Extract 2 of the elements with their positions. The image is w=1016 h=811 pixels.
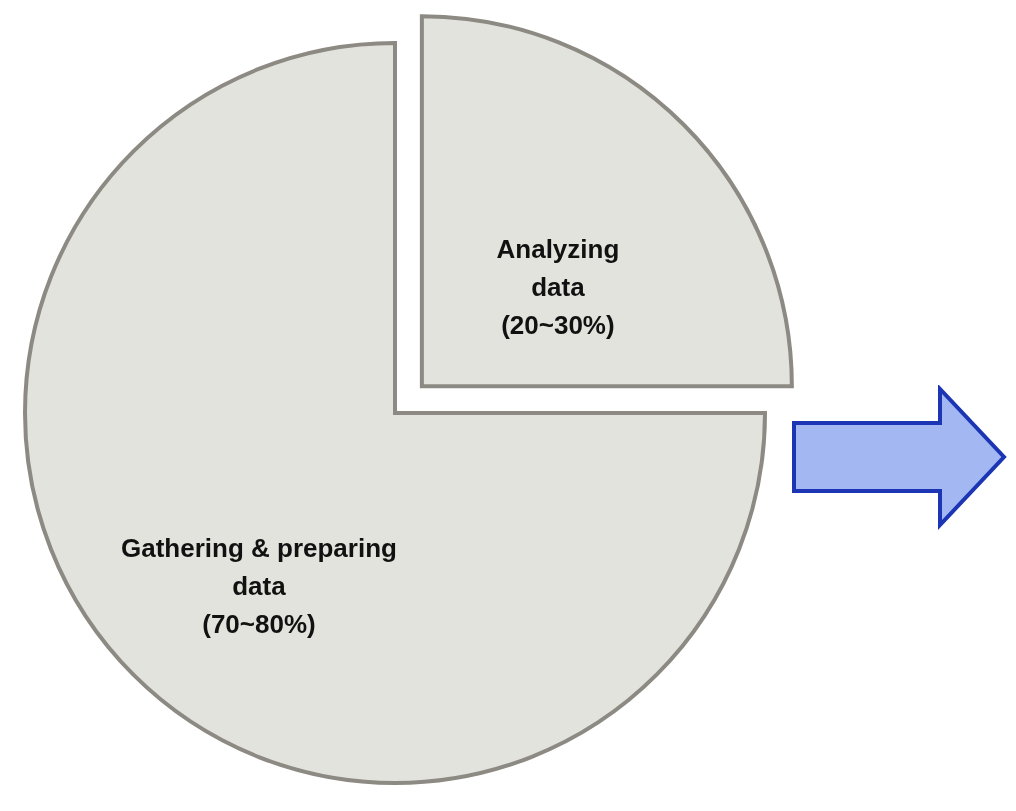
slice-label: Analyzing data (20~30%)	[496, 234, 620, 341]
slice-label: Gathering & preparing data (70~80%)	[120, 533, 397, 640]
